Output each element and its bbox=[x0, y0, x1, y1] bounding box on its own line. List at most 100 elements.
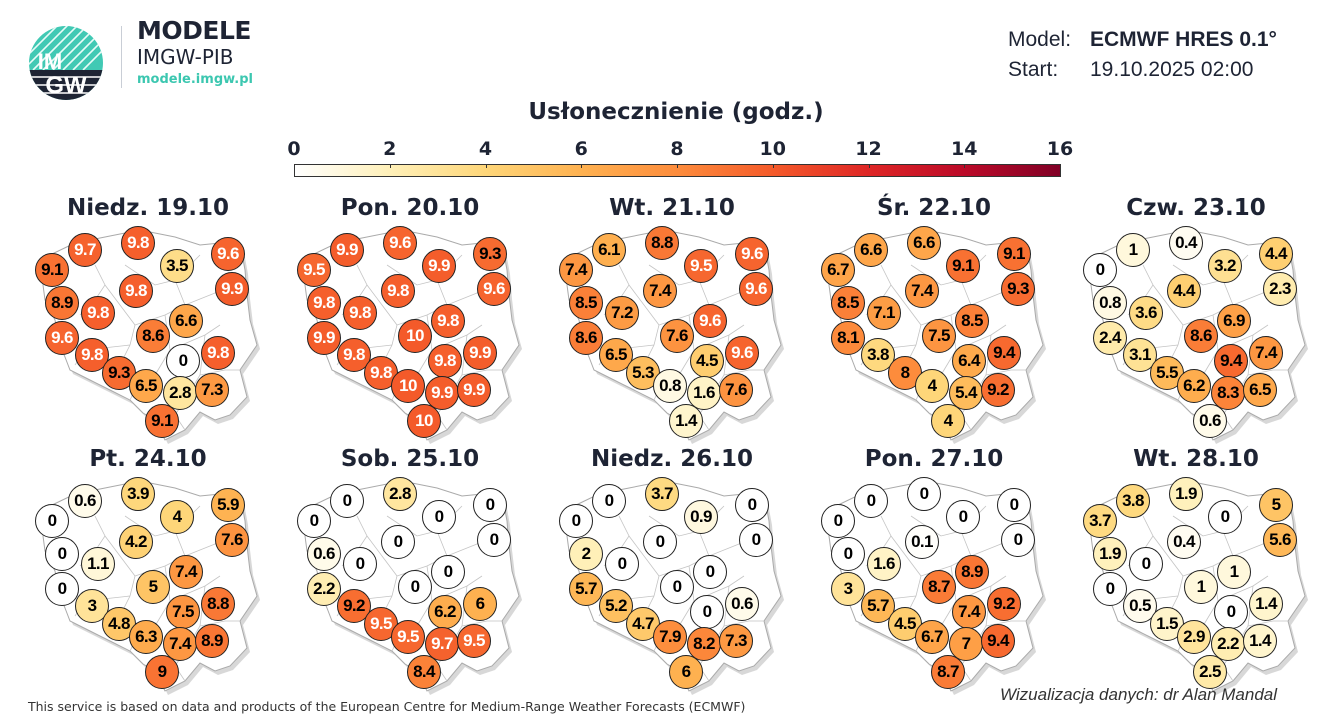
station-value: 0 bbox=[854, 484, 888, 518]
station-value: 0.4 bbox=[1167, 525, 1201, 559]
station-value: 5.2 bbox=[599, 589, 633, 623]
station-value: 0 bbox=[735, 488, 769, 522]
station-value: 9.3 bbox=[473, 237, 507, 271]
station-value: 0 bbox=[1214, 595, 1248, 629]
station-value: 9.5 bbox=[297, 253, 331, 287]
station-value: 0 bbox=[946, 500, 980, 534]
station-value: 6.2 bbox=[428, 595, 462, 629]
forecast-map: Niedz. 26.10 0 0 3.7 0.9 0 0 0 2 0 0 0 5.7 0 0.6 5.2 4.7… bbox=[559, 446, 821, 726]
station-value: 6.7 bbox=[821, 253, 855, 287]
colorbar-tick-mark bbox=[485, 164, 487, 168]
station-value: 6.2 bbox=[1177, 369, 1211, 403]
start-label: Start: bbox=[1008, 58, 1059, 81]
station-value: 1 bbox=[1116, 233, 1150, 267]
station-value: 3.7 bbox=[645, 477, 679, 511]
station-value: 0 bbox=[35, 504, 69, 538]
station-value: 9.5 bbox=[457, 624, 491, 658]
brand-subtitle: IMGW-PIB bbox=[137, 45, 234, 69]
station-value: 0 bbox=[477, 523, 511, 557]
forecast-map: Pt. 24.10 0 0.6 3.9 4 5.9 7.6 4.2 0 1.1 7.4 5 0 7.5 8.… bbox=[35, 446, 297, 726]
region-border bbox=[628, 284, 660, 366]
station-value: 8.3 bbox=[1211, 376, 1245, 410]
station-value: 4.4 bbox=[1167, 274, 1201, 308]
station-value: 9.1 bbox=[997, 237, 1031, 271]
station-value: 1.4 bbox=[1249, 587, 1283, 621]
station-value: 9.1 bbox=[946, 249, 980, 283]
svg-text:IM: IM bbox=[38, 49, 62, 74]
map-title: Sob. 25.10 bbox=[340, 446, 480, 472]
station-value: 0 bbox=[643, 525, 677, 559]
station-value: 3.2 bbox=[1208, 249, 1242, 283]
station-value: 1 bbox=[1217, 555, 1251, 589]
station-value: 0 bbox=[473, 488, 507, 522]
station-value: 0 bbox=[1001, 523, 1035, 557]
station-value: 0 bbox=[422, 500, 456, 534]
station-value: 9.4 bbox=[1214, 344, 1248, 378]
station-value: 1.9 bbox=[1169, 477, 1203, 511]
station-value: 7.5 bbox=[922, 319, 956, 353]
station-value: 3.5 bbox=[160, 249, 194, 283]
station-value: 0.4 bbox=[1169, 226, 1203, 260]
station-value: 9.9 bbox=[215, 272, 249, 306]
station-value: 2.3 bbox=[1263, 272, 1297, 306]
map-title: Wt. 28.10 bbox=[1133, 446, 1259, 472]
station-value: 0.6 bbox=[725, 587, 759, 621]
colorbar-tick-label: 16 bbox=[1046, 138, 1074, 160]
credit-note: Wizualizacja danych: dr Alan Mandal bbox=[1000, 685, 1278, 704]
station-value: 8.9 bbox=[195, 624, 229, 658]
station-value: 6.1 bbox=[592, 233, 626, 267]
chart-title: Usłonecznienie (godz.) bbox=[528, 99, 824, 125]
station-value: 0.8 bbox=[1093, 286, 1127, 320]
station-value: 0.1 bbox=[905, 525, 939, 559]
station-value: 7.4 bbox=[952, 595, 986, 629]
station-value: 7.6 bbox=[719, 373, 753, 407]
station-value: 7.6 bbox=[660, 319, 694, 353]
svg-text:GW: GW bbox=[45, 72, 87, 99]
station-value: 9.6 bbox=[477, 272, 511, 306]
station-value: 4.4 bbox=[1259, 237, 1293, 271]
station-value: 0 bbox=[45, 572, 79, 606]
map-title: Pon. 27.10 bbox=[864, 446, 1004, 472]
station-value: 9.6 bbox=[725, 336, 759, 370]
station-value: 9.8 bbox=[121, 226, 155, 260]
station-value: 6.6 bbox=[907, 226, 941, 260]
station-value: 6.9 bbox=[1217, 304, 1251, 338]
station-value: 7.9 bbox=[653, 620, 687, 654]
station-value: 1.9 bbox=[1093, 537, 1127, 571]
station-value: 9.9 bbox=[425, 376, 459, 410]
forecast-map: Pon. 20.10 9.5 9.9 9.6 9.9 9.3 9.6 9.8 9.8 9.8 9.8… bbox=[297, 195, 559, 475]
brand-url[interactable]: modele.imgw.pl bbox=[137, 72, 253, 87]
station-value: 7 bbox=[949, 627, 983, 661]
imgw-logo: GW IM bbox=[29, 26, 103, 100]
station-value: 9.4 bbox=[981, 624, 1015, 658]
station-value: 7.4 bbox=[905, 274, 939, 308]
forecast-map: Śr. 22.10 6.7 6.6 6.6 9.1 9.1 9.3 7.4 8.5 7.1 8.5 7… bbox=[821, 195, 1083, 475]
station-value: 1.4 bbox=[1243, 624, 1277, 658]
station-value: 8.6 bbox=[569, 321, 603, 355]
station-value: 1 bbox=[1184, 570, 1218, 604]
station-value: 8.7 bbox=[922, 570, 956, 604]
station-value: 6.5 bbox=[129, 369, 163, 403]
station-value: 8.9 bbox=[955, 555, 989, 589]
station-value: 6.7 bbox=[915, 620, 949, 654]
station-value: 9.9 bbox=[330, 233, 364, 267]
region-border bbox=[366, 284, 398, 366]
station-value: 0 bbox=[739, 523, 773, 557]
region-border bbox=[104, 284, 136, 366]
station-value: 7.3 bbox=[195, 373, 229, 407]
station-value: 0 bbox=[907, 477, 941, 511]
station-value: 9.2 bbox=[981, 373, 1015, 407]
station-value: 0 bbox=[398, 570, 432, 604]
source-note: This service is based on data and produc… bbox=[28, 699, 746, 714]
station-value: 2.8 bbox=[383, 477, 417, 511]
station-value: 2.8 bbox=[163, 376, 197, 410]
station-value: 9.8 bbox=[119, 274, 153, 308]
station-value: 7.3 bbox=[719, 624, 753, 658]
station-value: 6 bbox=[463, 587, 497, 621]
forecast-map: Czw. 23.10 0 1 0.4 3.2 4.4 2.3 4.4 0.8 3.6 6.9 8.6 2… bbox=[1083, 195, 1344, 475]
station-value: 1.6 bbox=[687, 376, 721, 410]
station-value: 5.4 bbox=[949, 376, 983, 410]
station-value: 4.5 bbox=[690, 344, 724, 378]
colorbar-tick-label: 4 bbox=[478, 138, 493, 160]
colorbar-tick-label: 2 bbox=[383, 138, 397, 160]
